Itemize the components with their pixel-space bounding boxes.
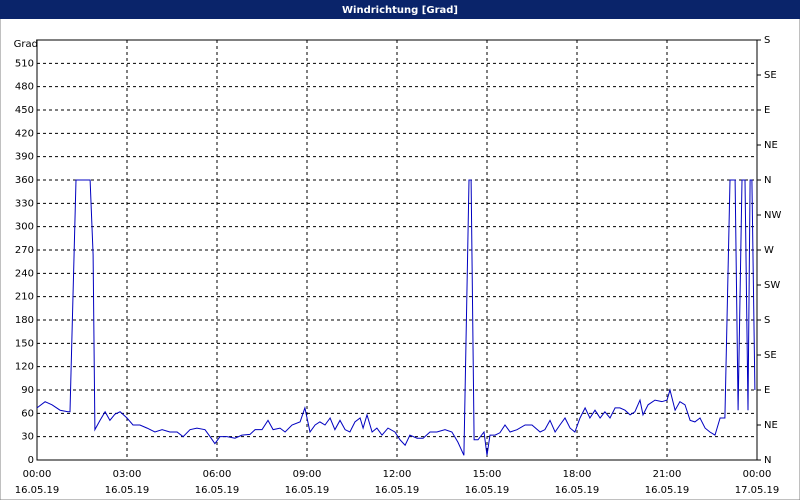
y2-tick-label: W — [764, 245, 774, 256]
y2-tick-label: E — [764, 105, 770, 116]
x-tick-label: 03:00 — [113, 469, 142, 480]
x-tick-date: 16.05.19 — [465, 485, 510, 496]
y-tick-label: 90 — [21, 385, 34, 396]
y-tick-label: 390 — [15, 152, 34, 163]
x-tick-date: 17.05.19 — [735, 485, 780, 496]
chart-title: Windrichtung [Grad] — [342, 5, 458, 16]
x-tick-date: 16.05.19 — [15, 485, 60, 496]
x-tick-date: 16.05.19 — [645, 485, 690, 496]
x-tick-label: 15:00 — [473, 469, 502, 480]
y2-tick-label: NW — [764, 210, 781, 221]
y2-tick-label: N — [764, 455, 771, 466]
x-tick-label: 09:00 — [293, 469, 322, 480]
data-line — [36, 179, 756, 456]
x-tick-label: 00:00 — [23, 469, 52, 480]
y2-tick-label: SW — [764, 280, 780, 291]
y-tick-label: 120 — [15, 362, 34, 373]
y-tick-label: 330 — [15, 198, 34, 209]
y2-tick-label: NE — [764, 140, 778, 151]
x-tick-date: 16.05.19 — [195, 485, 240, 496]
y-tick-label: 270 — [15, 245, 34, 256]
y2-tick-label: NE — [764, 420, 778, 431]
y-axis-label: Grad — [14, 39, 38, 50]
x-tick-label: 12:00 — [383, 469, 412, 480]
x-tick-date: 16.05.19 — [285, 485, 330, 496]
y-tick-label: 360 — [15, 175, 34, 186]
y-tick-label: 450 — [15, 105, 34, 116]
x-tick-label: 06:00 — [203, 469, 232, 480]
y2-tick-label: N — [764, 175, 771, 186]
y2-tick-label: SE — [764, 70, 777, 81]
y2-tick-label: S — [764, 315, 770, 326]
y-tick-label: 510 — [15, 58, 34, 69]
y-tick-label: 30 — [21, 432, 34, 443]
x-tick-label: 18:00 — [563, 469, 592, 480]
x-tick-date: 16.05.19 — [105, 485, 150, 496]
y-tick-label: 150 — [15, 338, 34, 349]
y-tick-label: 480 — [15, 82, 34, 93]
x-tick-label: 00:00 — [743, 469, 772, 480]
y-tick-label: 180 — [15, 315, 34, 326]
y-tick-label: 240 — [15, 268, 34, 279]
x-tick-label: 21:00 — [653, 469, 682, 480]
y-tick-label: 300 — [15, 222, 34, 233]
y-tick-label: 60 — [21, 408, 34, 419]
y-tick-label: 210 — [15, 292, 34, 303]
y-tick-label: 0 — [28, 455, 34, 466]
y2-tick-label: SE — [764, 350, 777, 361]
y-tick-label: 420 — [15, 128, 34, 139]
x-tick-date: 16.05.19 — [555, 485, 600, 496]
y2-tick-label: S — [764, 35, 770, 46]
y2-tick-label: E — [764, 385, 770, 396]
x-tick-date: 16.05.19 — [375, 485, 420, 496]
title-bar — [0, 0, 800, 19]
